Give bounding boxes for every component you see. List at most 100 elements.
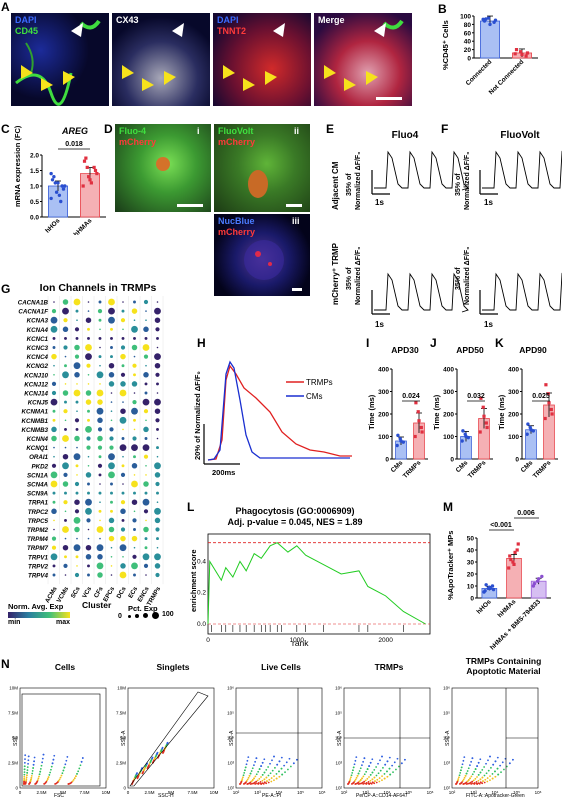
n-event [23, 775, 26, 778]
g-dot [51, 435, 57, 442]
n-event [404, 758, 406, 761]
g-dot [53, 455, 55, 458]
n-event [486, 777, 489, 779]
g-dot [64, 336, 67, 340]
chartB-point [484, 17, 488, 21]
g-dot [143, 563, 149, 568]
n-event [396, 757, 399, 760]
g-dot [62, 390, 69, 396]
chartK-ytick-label: 200 [508, 412, 519, 419]
n-event [476, 783, 479, 785]
n-xtick-4: 10⁴ [492, 790, 499, 795]
n-event [258, 768, 261, 770]
l-frame [207, 533, 431, 635]
chartB-point [486, 16, 491, 20]
g-dot [62, 371, 69, 379]
n-event [496, 767, 499, 770]
n-event [375, 781, 378, 784]
g-dot [99, 364, 101, 367]
g-dot [87, 374, 90, 376]
n-event [257, 770, 260, 773]
micrograph-d1: Fluo-4 mCherry i [115, 124, 211, 212]
chartM-point [512, 562, 516, 566]
n-event [46, 778, 49, 780]
g-dot [62, 462, 69, 470]
n-event [41, 757, 44, 760]
chartC-point [88, 178, 92, 182]
g-dot [143, 526, 149, 533]
g-dot [63, 318, 68, 323]
e-trace-trmp [374, 272, 469, 313]
g-dot [131, 535, 138, 542]
n-event [33, 760, 35, 763]
n-event [391, 764, 394, 767]
n-ytick-2: 10⁵ [227, 711, 234, 716]
g-dot [51, 463, 57, 468]
g-dot [131, 480, 138, 488]
g-dot [145, 310, 147, 312]
n-xtick-0: 0 [19, 790, 22, 795]
n-event [63, 766, 66, 769]
g-dot [53, 374, 55, 376]
n-event [247, 776, 250, 779]
n-event [482, 780, 484, 783]
n-event [463, 776, 466, 779]
g-dot [110, 509, 113, 513]
g-gene-label: TRPM4 [27, 536, 49, 543]
g-dot [85, 544, 92, 551]
g-dot [50, 480, 58, 488]
n-ytick-3: 10⁴ [335, 736, 342, 741]
n-event [273, 755, 275, 758]
g-dot [154, 563, 161, 569]
n-event [472, 782, 474, 785]
g-dot [156, 546, 159, 549]
g-dot [145, 574, 147, 576]
chartK-point [544, 383, 548, 387]
l-ytick-label: 0.0 [197, 621, 206, 628]
n-event [479, 771, 482, 774]
n-event [27, 759, 30, 762]
n-event [30, 777, 33, 779]
g-dot [76, 446, 78, 449]
n-event [48, 774, 51, 776]
g-dot [144, 437, 148, 440]
g-dot [64, 419, 67, 422]
n-event [267, 774, 270, 777]
g-dot [156, 455, 159, 458]
g-dot [86, 436, 91, 441]
n-event [76, 773, 78, 775]
g-dot [120, 535, 126, 542]
g-dot [143, 481, 149, 487]
g-dot [120, 527, 126, 532]
n-ytick-2: 10³ [227, 761, 234, 766]
g-dot [98, 509, 102, 513]
n-event [369, 779, 372, 782]
n-event [145, 764, 147, 767]
n-event [251, 779, 254, 781]
n-event [466, 770, 469, 772]
chartI-point [399, 439, 403, 443]
n-ytick-2: 10² [227, 786, 234, 791]
chartK-xlabel-1: TRMPs [532, 459, 553, 480]
chartM-point [491, 587, 496, 592]
n-event [460, 769, 462, 772]
n-event [378, 777, 381, 779]
n-event [73, 777, 76, 780]
g-dot [74, 344, 80, 351]
micrograph-a2: CX43 [112, 13, 210, 106]
n-event [377, 762, 379, 765]
n-event [487, 759, 489, 762]
chartK-point [525, 432, 529, 436]
g-dot [120, 318, 126, 323]
g-dot [99, 383, 101, 385]
n-event [371, 758, 374, 761]
m-pvalue-1: <0.001 [490, 522, 512, 529]
chartB-point [488, 22, 492, 27]
n-event [271, 759, 273, 762]
n-xtick-0: 7.5M [79, 790, 89, 795]
n-event [459, 782, 462, 785]
n-event [270, 777, 273, 779]
g-dot [98, 300, 102, 304]
g-dot [64, 400, 67, 404]
